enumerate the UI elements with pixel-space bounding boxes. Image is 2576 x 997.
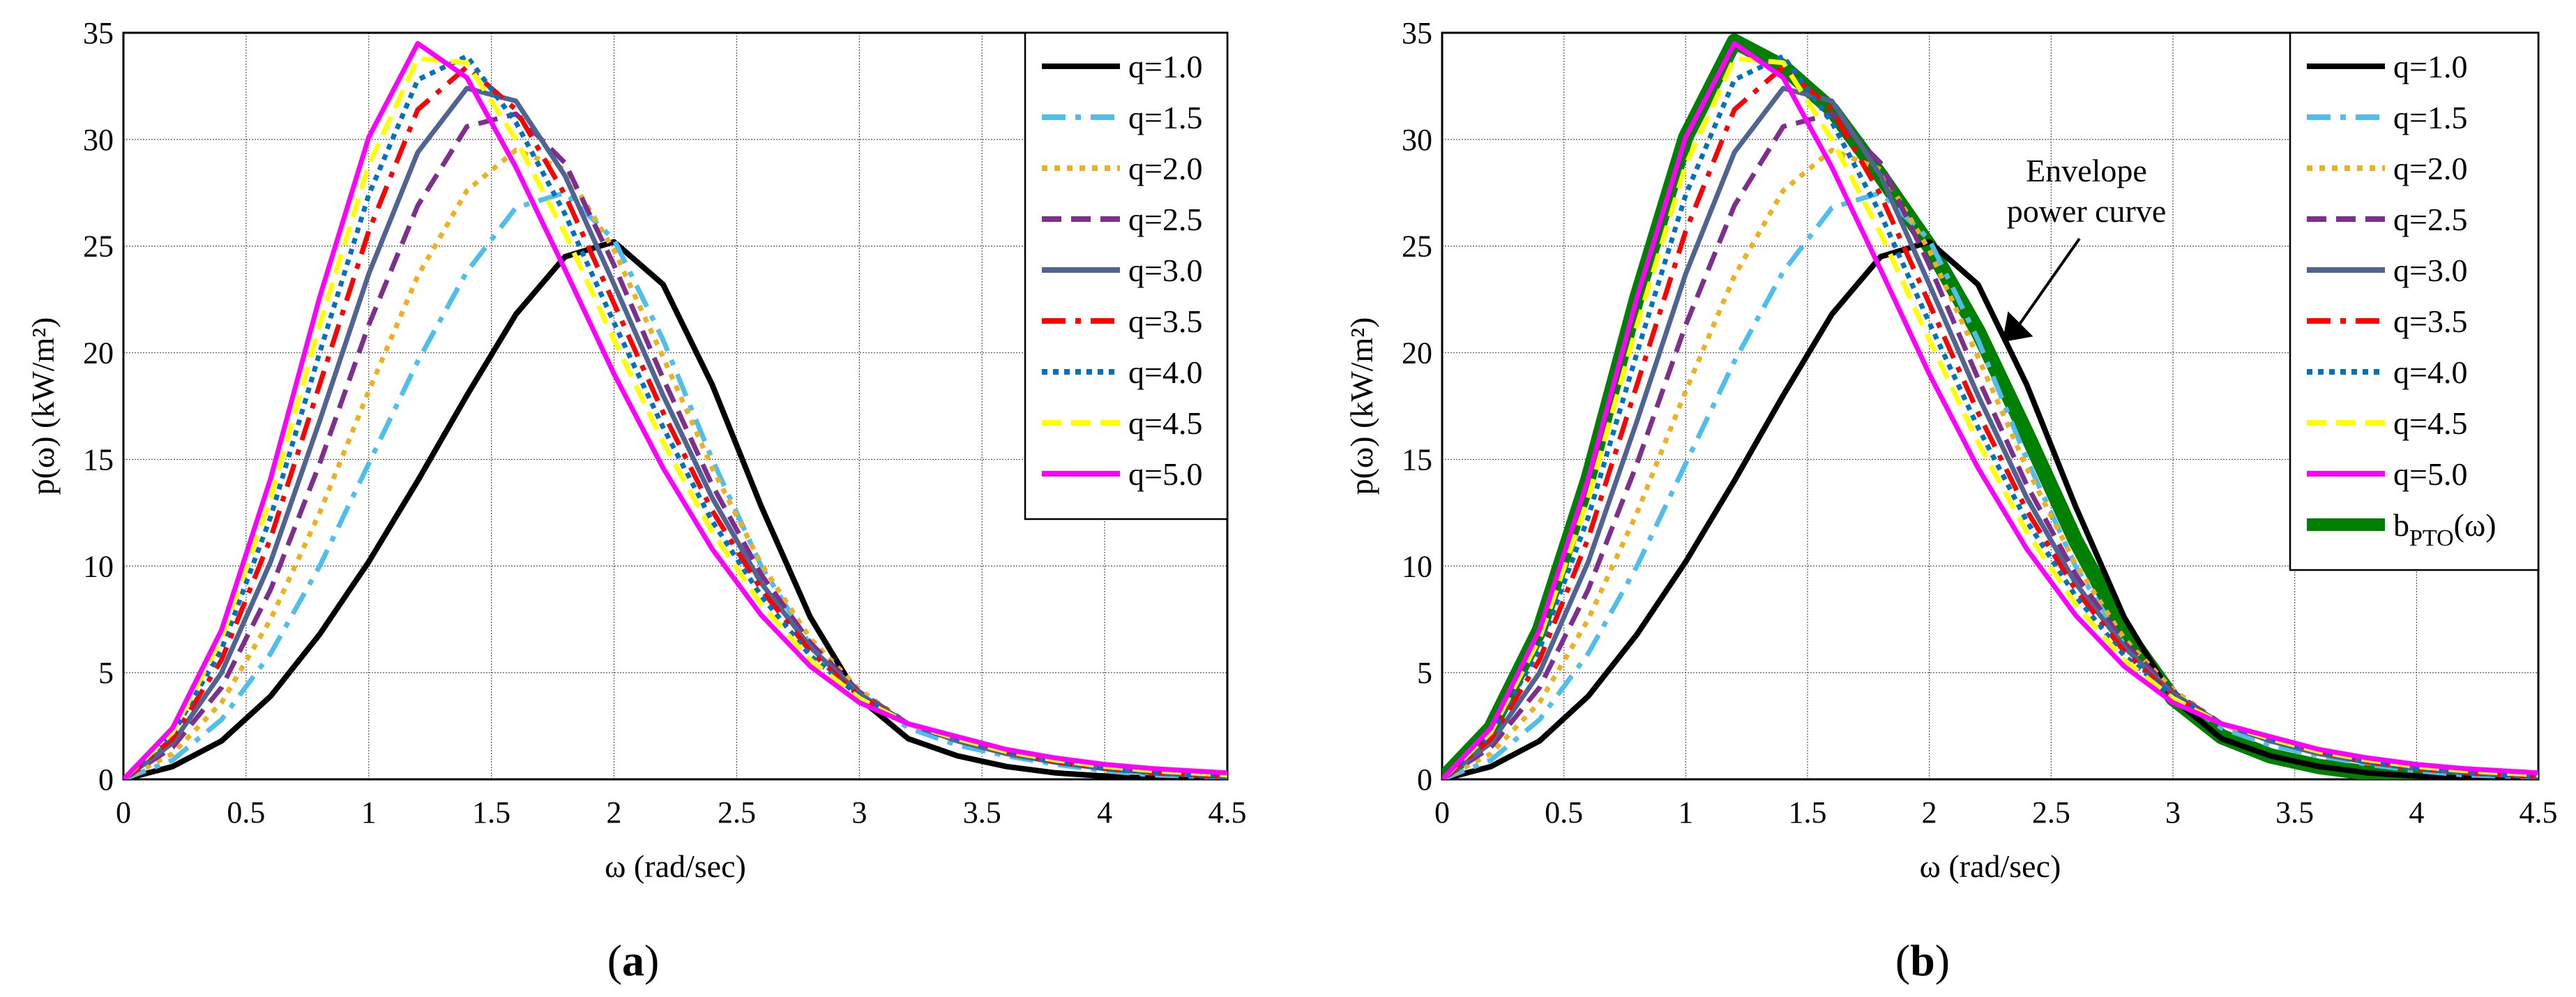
series-line-q-5-0 xyxy=(123,40,1227,779)
x-tick-label: 1 xyxy=(1678,795,1693,830)
x-tick-label: 1 xyxy=(361,795,377,830)
legend: q=1.0 q=1.5 q=2.0 q=2.5 q=3.0 q=3.5 q=4.0 q=4.5… xyxy=(2289,31,2540,571)
y-tick-label: 25 xyxy=(1402,230,1432,264)
series-line-q-1-0 xyxy=(123,239,1227,779)
legend-label: q=2.0 xyxy=(2393,151,2467,186)
x-tick-label: 3.5 xyxy=(963,795,1001,830)
legend-label: q=3.0 xyxy=(1128,253,1202,288)
legend-label: q=3.5 xyxy=(2393,303,2467,339)
annotation-text: Envelope xyxy=(2026,153,2147,188)
y-tick-label: 30 xyxy=(83,123,114,157)
annotation-text: power curve xyxy=(2007,193,2167,229)
legend-label: q=4.0 xyxy=(2393,354,2467,390)
line-chart-a: 0 0.5 1 1.5 2 2.5 3 3.5 4 4.5 0 5 10 15 20 25 30 35 ω (rad… xyxy=(25,16,1247,884)
legend-label: q=1.5 xyxy=(2393,100,2467,135)
y-tick-label: 35 xyxy=(1402,16,1432,50)
x-tick-label: 4 xyxy=(2409,795,2424,830)
legend-label: q=4.0 xyxy=(1128,354,1202,390)
line-chart-b: 0 0.5 1 1.5 2 2.5 3 3.5 4 4.5 0 5 10 15 20 25 30 35 ω (rad… xyxy=(1344,16,2558,884)
series-group xyxy=(123,40,1227,779)
plot-area: 0 0.5 1 1.5 2 2.5 3 3.5 4 4.5 0 5 10 15 20 25 30 35 ω (rad… xyxy=(25,16,1247,884)
caption-a: (a) xyxy=(607,936,660,985)
series-group xyxy=(1442,33,2538,779)
plot-area: 0 0.5 1 1.5 2 2.5 3 3.5 4 4.5 0 5 10 15 20 25 30 35 ω (rad… xyxy=(1344,16,2558,884)
y-axis-label: p(ω) (kW/m²) xyxy=(1344,317,1379,495)
x-tick-label: 1.5 xyxy=(472,795,510,830)
x-tick-label: 3 xyxy=(2165,795,2181,830)
x-axis-label: ω (rad/sec) xyxy=(1920,848,2061,884)
y-tick-label: 10 xyxy=(1402,549,1432,583)
envelope-annotation: Envelope power curve xyxy=(2002,153,2167,343)
legend-label: q=3.5 xyxy=(1128,303,1202,339)
annotation-arrow xyxy=(2016,237,2081,328)
x-axis-label: ω (rad/sec) xyxy=(605,848,746,884)
chart-panel-b: 0 0.5 1 1.5 2 2.5 3 3.5 4 4.5 0 5 10 15 20 25 30 35 ω (rad… xyxy=(1288,0,2576,997)
legend-label: q=3.0 xyxy=(2393,253,2467,288)
legend-label: q=1.5 xyxy=(1128,100,1202,135)
x-tick-label: 0 xyxy=(116,795,131,830)
caption-b: (b) xyxy=(1895,936,1950,985)
legend-label: q=5.0 xyxy=(1128,456,1202,492)
legend-label: q=2.5 xyxy=(1128,202,1202,237)
y-tick-label: 5 xyxy=(1417,656,1432,690)
y-tick-label: 15 xyxy=(83,442,114,477)
y-tick-label: 20 xyxy=(1402,336,1432,370)
legend-label: q=2.0 xyxy=(1128,151,1202,186)
legend-box xyxy=(1024,31,1229,520)
x-tick-label: 0.5 xyxy=(227,795,265,830)
x-tick-label: 2 xyxy=(1922,795,1937,830)
chart-panel-a: 0 0.5 1 1.5 2 2.5 3 3.5 4 4.5 0 5 10 15 20 25 30 35 ω (rad… xyxy=(25,16,1247,985)
y-tick-label: 0 xyxy=(98,763,114,797)
series-line-q-5-0 xyxy=(1442,40,2538,779)
legend-label: q=4.5 xyxy=(2393,405,2467,441)
legend-label: q=1.0 xyxy=(2393,49,2467,84)
y-tick-label: 15 xyxy=(1402,442,1432,477)
x-tick-label: 2.5 xyxy=(2032,795,2070,830)
y-tick-label: 5 xyxy=(98,656,114,690)
legend-box xyxy=(2289,31,2540,571)
legend: q=1.0 q=1.5 q=2.0 q=2.5 q=3.0 q=3.5 q=4.0 q=4.5… xyxy=(1024,31,1229,520)
legend-label: q=4.5 xyxy=(1128,405,1202,441)
series-line-q-1-0 xyxy=(1442,239,2538,779)
x-tick-label: 1.5 xyxy=(1789,795,1827,830)
series-line-q-4-0 xyxy=(1442,54,2538,779)
legend-label: q=2.5 xyxy=(2393,202,2467,237)
x-tick-label: 2 xyxy=(607,795,622,830)
legend-label: q=1.0 xyxy=(1128,49,1202,84)
x-tick-label: 2.5 xyxy=(718,795,756,830)
x-tick-label: 3 xyxy=(851,795,867,830)
y-tick-label: 20 xyxy=(83,336,114,370)
y-tick-label: 10 xyxy=(83,549,114,583)
x-tick-label: 4.5 xyxy=(1209,795,1247,830)
y-tick-label: 35 xyxy=(83,16,114,50)
y-tick-label: 25 xyxy=(83,230,114,264)
x-tick-label: 4 xyxy=(1097,795,1112,830)
y-tick-label: 0 xyxy=(1417,763,1432,797)
series-line-q-2-0 xyxy=(1442,147,2538,779)
arrow-head-icon xyxy=(2002,311,2033,343)
y-axis-label: p(ω) (kW/m²) xyxy=(25,317,61,495)
x-tick-label: 3.5 xyxy=(2275,795,2314,830)
x-tick-label: 0 xyxy=(1434,795,1450,830)
x-tick-label: 0.5 xyxy=(1545,795,1583,830)
legend-label: q=5.0 xyxy=(2393,456,2467,492)
y-tick-label: 30 xyxy=(1402,123,1432,157)
x-tick-label: 4.5 xyxy=(2520,795,2558,830)
